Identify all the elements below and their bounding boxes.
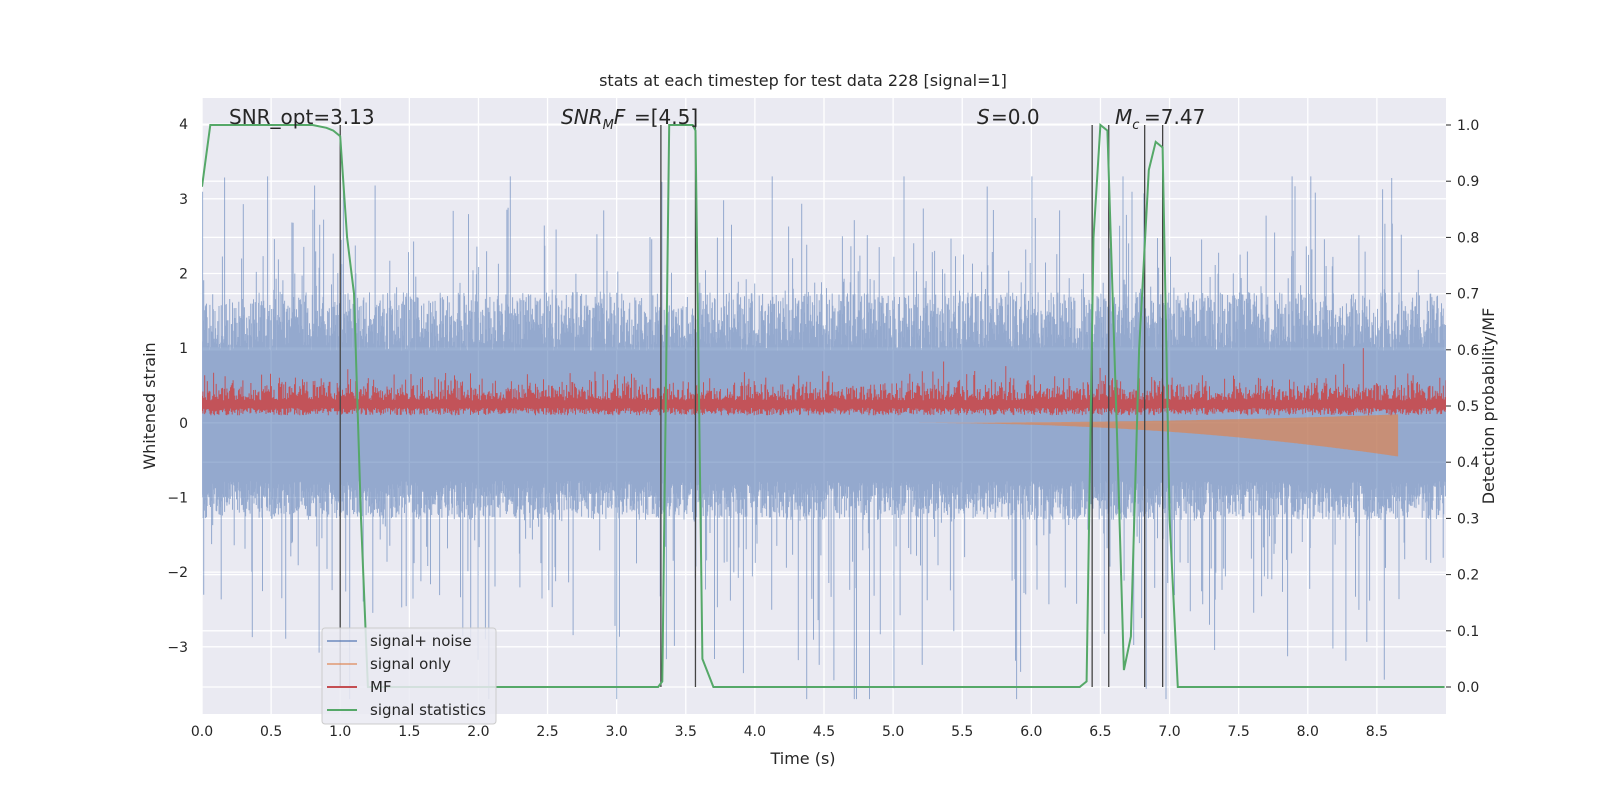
left-y-tick-label: −3 <box>167 640 188 656</box>
right-y-tick-label: 0.3 <box>1457 511 1479 527</box>
x-tick-label: 2.5 <box>536 724 558 740</box>
x-axis-label: Time (s) <box>769 749 835 768</box>
legend-box <box>321 627 497 725</box>
right-y-tick-label: 0.7 <box>1457 287 1479 303</box>
right-y-axis-label: Detection probability/MF <box>1479 308 1498 505</box>
right-y-tick-label: 0.1 <box>1457 624 1479 640</box>
right-y-tick-label: 0.0 <box>1457 680 1479 696</box>
plot-area <box>201 98 1446 714</box>
left-y-tick-label: 4 <box>179 117 188 133</box>
right-y-tick-label: 0.2 <box>1457 568 1479 584</box>
annotation-mc: Mc =7.47 <box>1115 105 1205 133</box>
x-tick-label: 1.0 <box>329 724 351 740</box>
x-tick-label: 8.5 <box>1366 724 1388 740</box>
legend-label-mf: MF <box>370 678 392 696</box>
x-tick-label: 7.0 <box>1158 724 1180 740</box>
x-tick-label: 3.0 <box>606 724 628 740</box>
x-tick-label: 1.5 <box>398 724 420 740</box>
right-y-tick-label: 0.9 <box>1457 174 1479 190</box>
left-y-axis-label: Whitened strain <box>140 342 159 469</box>
legend-label-signal-statistics: signal statistics <box>370 701 486 719</box>
right-y-tick-label: 0.5 <box>1457 399 1479 415</box>
x-axis-ticks: 0.0 0.5 1.0 1.5 2.0 2.5 3.0 3.5 4.0 4.5 5.0 5.5 6.0 6… <box>191 724 1388 740</box>
annotation-mc-value: =7.47 <box>1144 105 1205 129</box>
right-y-tick-label: 0.6 <box>1457 343 1479 359</box>
annotation-snr-opt: SNR_opt=3.13 <box>229 105 375 129</box>
left-y-axis-ticks: 4 3 2 1 0 −1 −2 −3 <box>167 117 188 656</box>
annotations: SNR_opt=3.13 SNRMF =[4.5] S =0.0 Mc =7.4… <box>229 105 1205 133</box>
right-y-tick-label: 1.0 <box>1457 118 1479 134</box>
x-tick-label: 3.5 <box>675 724 697 740</box>
right-y-axis-ticks: 1.0 0.9 0.8 0.7 0.6 0.5 0.4 0.3 0.2 0.1 0.0 <box>1446 118 1479 696</box>
right-y-tick-label: 0.4 <box>1457 455 1479 471</box>
legend-item-signal-noise: signal+ noise <box>327 632 472 650</box>
legend-label-signal-noise: signal+ noise <box>370 632 472 650</box>
legend-item-signal-only: signal only <box>327 655 451 673</box>
x-tick-label: 5.0 <box>882 724 904 740</box>
x-tick-label: 0.5 <box>260 724 282 740</box>
annotation-snr-mf-symbol: SNRMF <box>561 105 626 133</box>
legend-item-mf: MF <box>327 678 392 696</box>
x-tick-label: 6.5 <box>1089 724 1111 740</box>
annotation-snr-mf-value: =[4.5] <box>634 105 698 129</box>
left-y-tick-label: −1 <box>167 490 188 506</box>
legend-item-signal-statistics: signal statistics <box>327 701 486 719</box>
detection-marker-lines <box>339 125 1164 687</box>
x-tick-label: 5.5 <box>951 724 973 740</box>
x-tick-label: 4.5 <box>813 724 835 740</box>
annotation-s-symbol: S <box>977 105 990 129</box>
x-tick-label: 0.0 <box>191 724 213 740</box>
annotation-s: S =0.0 <box>977 105 1040 129</box>
x-tick-label: 4.0 <box>744 724 766 740</box>
left-y-tick-label: 0 <box>179 416 188 432</box>
annotation-snr-mf: SNRMF =[4.5] <box>561 105 698 133</box>
right-y-tick-label: 0.8 <box>1457 230 1479 246</box>
x-tick-label: 2.0 <box>467 724 489 740</box>
series-signal-statistics <box>202 123 1445 688</box>
x-tick-label: 6.0 <box>1020 724 1042 740</box>
legend-label-signal-only: signal only <box>370 655 451 673</box>
left-y-tick-label: 1 <box>179 341 188 357</box>
legend: signal+ noise signal only MF signal stat… <box>321 627 497 725</box>
left-y-tick-label: 3 <box>179 192 188 208</box>
x-tick-label: 7.5 <box>1228 724 1250 740</box>
x-tick-label: 8.0 <box>1297 724 1319 740</box>
annotation-s-value: =0.0 <box>991 105 1040 129</box>
chart-title: stats at each timestep for test data 228… <box>599 71 1007 90</box>
left-y-tick-label: −2 <box>167 565 188 581</box>
left-y-tick-label: 2 <box>179 266 188 282</box>
